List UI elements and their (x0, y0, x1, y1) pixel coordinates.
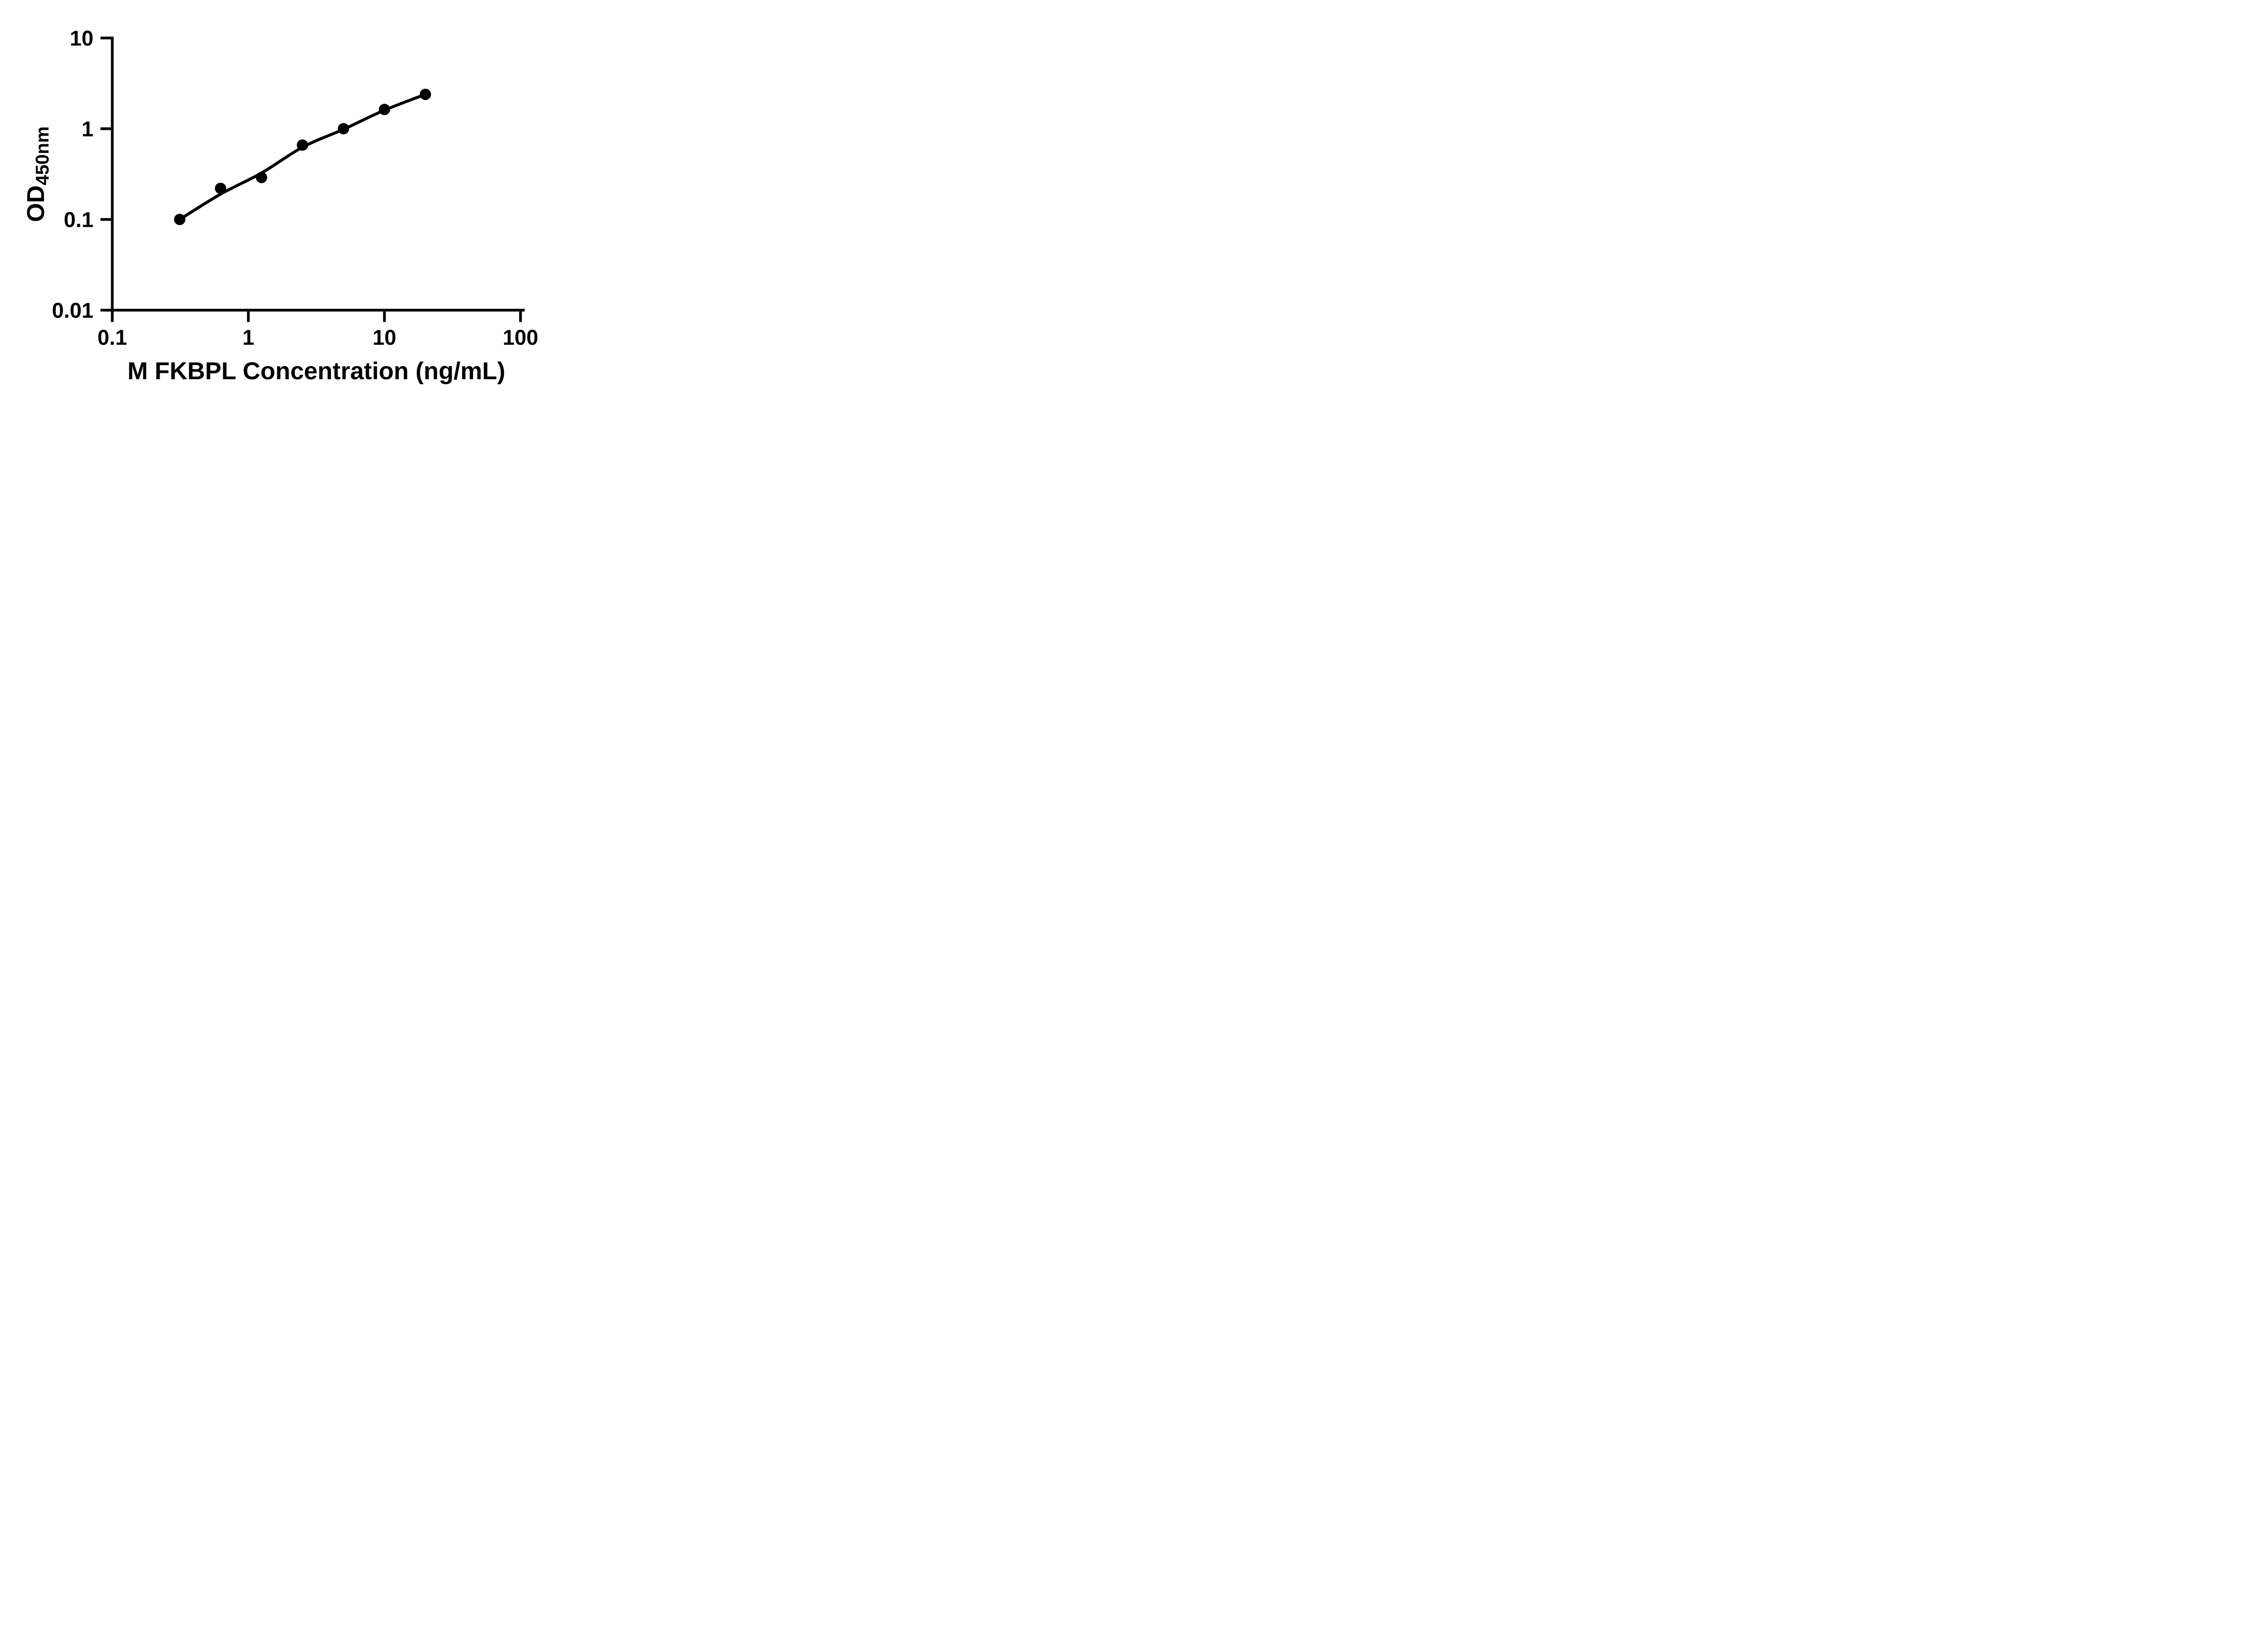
data-point-2.5 (297, 139, 308, 151)
x-tick-label-100: 100 (503, 325, 538, 349)
y-tick-label-1: 1 (82, 117, 93, 141)
y-axis-title: OD450nm (22, 127, 53, 222)
x-tick-label-0.1: 0.1 (98, 325, 127, 349)
data-point-10 (379, 103, 390, 115)
data-point-1.25 (256, 171, 268, 183)
y-axis-title-main: OD (22, 185, 49, 222)
x-tick-label-10: 10 (372, 325, 396, 349)
x-axis-title: M FKBPL Concentration (ng/mL) (127, 357, 505, 385)
elisa-standard-curve-figure: 0.01 0.1 1 10 0.1 1 10 100 M FKBPL Concentratio… (0, 0, 583, 408)
y-axis-title-sub: 450nm (32, 127, 53, 186)
data-point-5 (337, 123, 349, 135)
data-point-20 (420, 88, 431, 100)
y-tick-label-0.01: 0.01 (52, 298, 93, 322)
x-tick-label-1: 1 (242, 325, 254, 349)
y-tick-label-0.1: 0.1 (64, 207, 93, 231)
data-point-0.313 (174, 214, 186, 225)
y-tick-label-10: 10 (70, 26, 93, 50)
data-point-0.625 (215, 182, 226, 194)
